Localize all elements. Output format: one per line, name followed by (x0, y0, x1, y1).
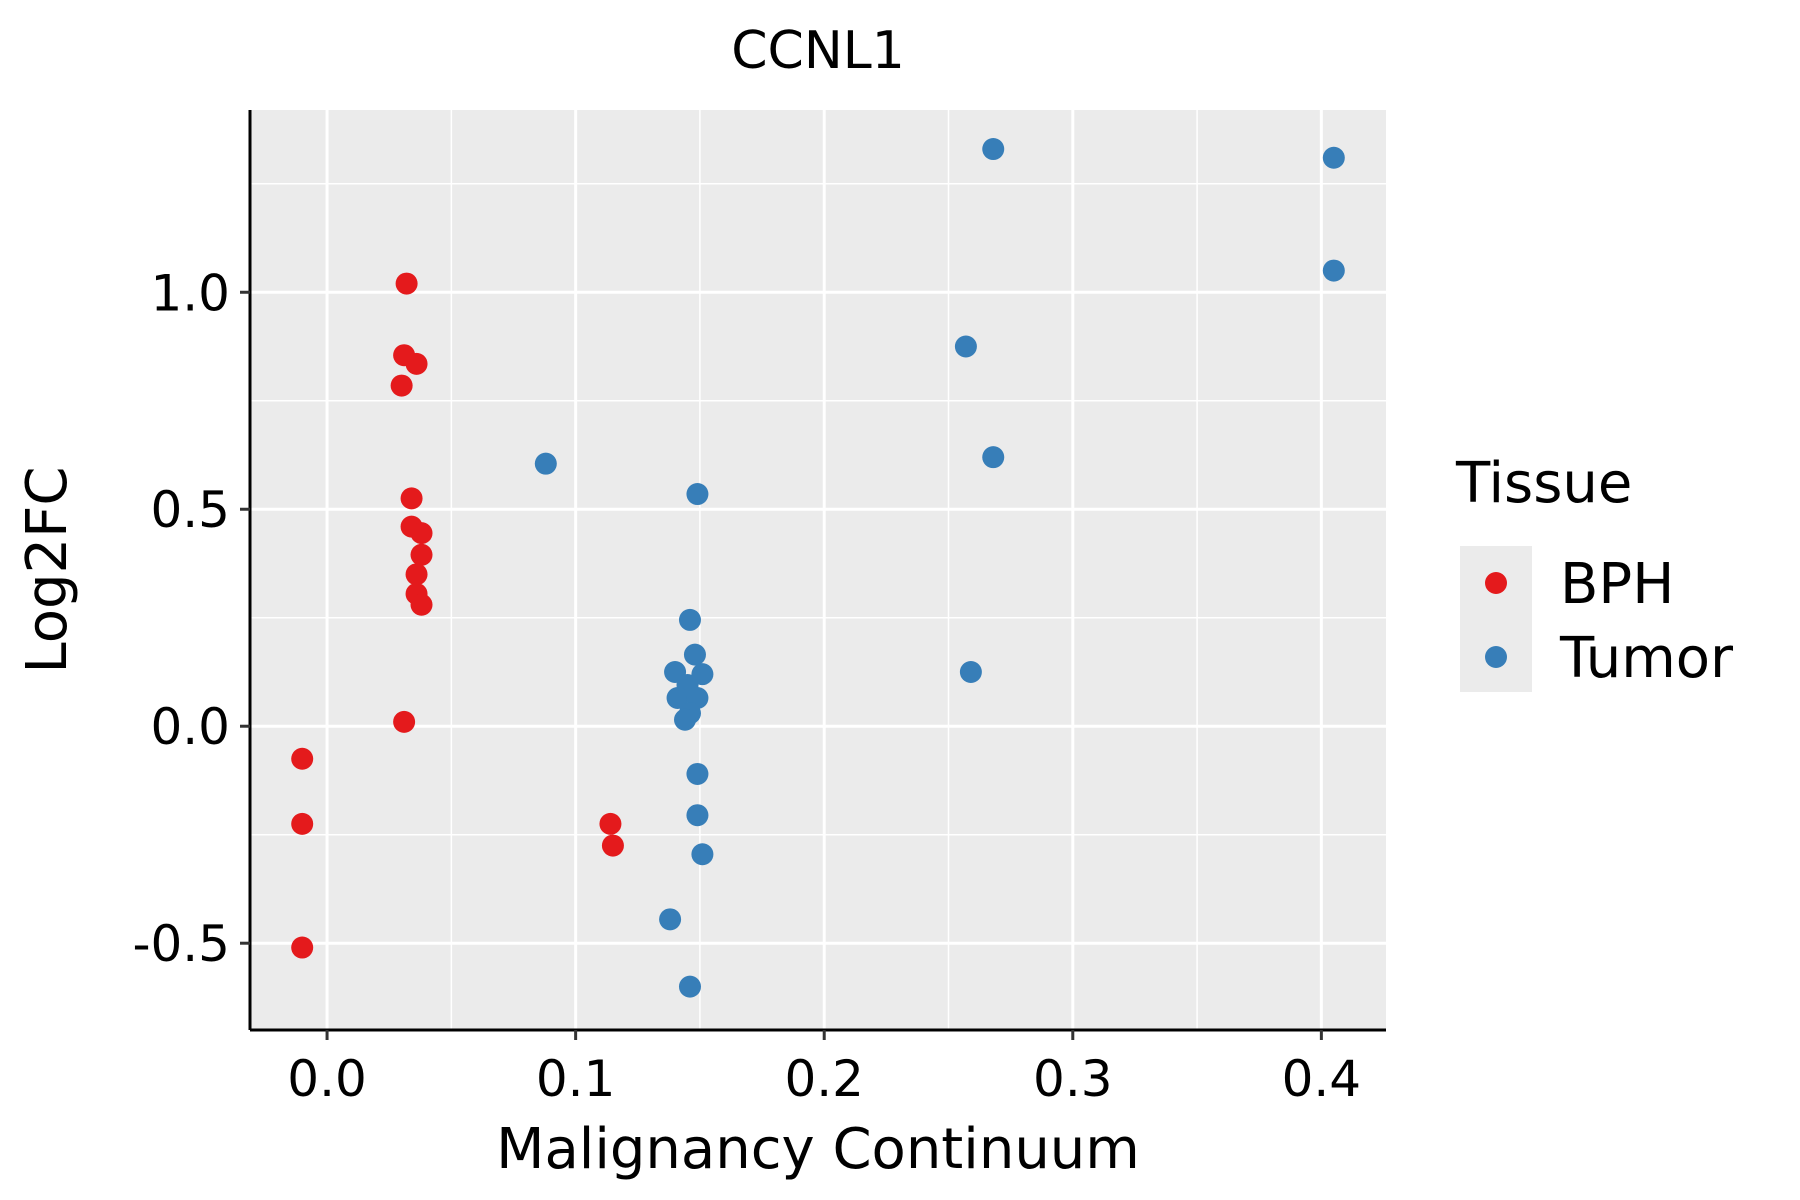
y-tick-label: -0.5 (132, 915, 230, 973)
bph-point (410, 522, 433, 545)
tumor-point (666, 687, 689, 710)
tumor-point (534, 452, 557, 475)
bph-point (291, 747, 314, 770)
bph-point (390, 374, 413, 397)
bph-point (400, 487, 423, 510)
x-axis-title: Malignancy Continuum (496, 1117, 1140, 1182)
tumor-point (678, 975, 701, 998)
tumor-point (691, 843, 714, 866)
bph-point (405, 352, 428, 375)
major-gridlines (250, 110, 1386, 1030)
bph-point (410, 543, 433, 566)
tumor-point (686, 483, 709, 506)
bph-point (601, 834, 624, 857)
tumor-point (683, 643, 706, 666)
tumor-point (959, 660, 982, 683)
data-points (291, 138, 1345, 998)
tumor-point (982, 138, 1005, 161)
tumor-point (686, 762, 709, 785)
tumor-point (674, 708, 697, 731)
y-tick-label: 0.5 (150, 481, 230, 539)
chart-title: CCNL1 (731, 21, 905, 81)
y-tick-label: 0.0 (150, 698, 230, 756)
legend-label-tumor: Tumor (1559, 626, 1734, 691)
legend: Tissue BPH Tumor (1455, 451, 1734, 692)
bph-point (393, 710, 416, 733)
tumor-point (686, 804, 709, 827)
legend-key-tumor (1485, 646, 1507, 668)
bph-point (291, 812, 314, 835)
minor-gridlines (250, 110, 1386, 1030)
y-axis-title: Log2FC (15, 467, 80, 674)
y-axis-ticks: -0.5 0.0 0.5 1.0 (132, 264, 250, 973)
legend-key-bph (1485, 572, 1507, 594)
bph-point (599, 812, 622, 835)
bph-point (410, 593, 433, 616)
bph-point (405, 563, 428, 586)
x-tick-label: 0.0 (287, 1050, 367, 1108)
legend-key-background (1460, 546, 1532, 692)
x-tick-label: 0.3 (1033, 1050, 1113, 1108)
x-axis-ticks: 0.0 0.1 0.2 0.3 0.4 (287, 1030, 1361, 1108)
tumor-point (678, 608, 701, 631)
y-tick-label: 1.0 (150, 264, 230, 322)
x-tick-label: 0.1 (536, 1050, 616, 1108)
legend-title: Tissue (1455, 451, 1632, 516)
x-tick-label: 0.2 (784, 1050, 864, 1108)
tumor-point (1322, 146, 1345, 169)
tumor-point (659, 908, 682, 931)
legend-label-bph: BPH (1560, 552, 1674, 617)
x-tick-label: 0.4 (1282, 1050, 1362, 1108)
tumor-point (954, 335, 977, 358)
bph-point (395, 272, 418, 295)
tumor-point (982, 446, 1005, 469)
bph-point (291, 936, 314, 959)
tumor-point (1322, 259, 1345, 282)
